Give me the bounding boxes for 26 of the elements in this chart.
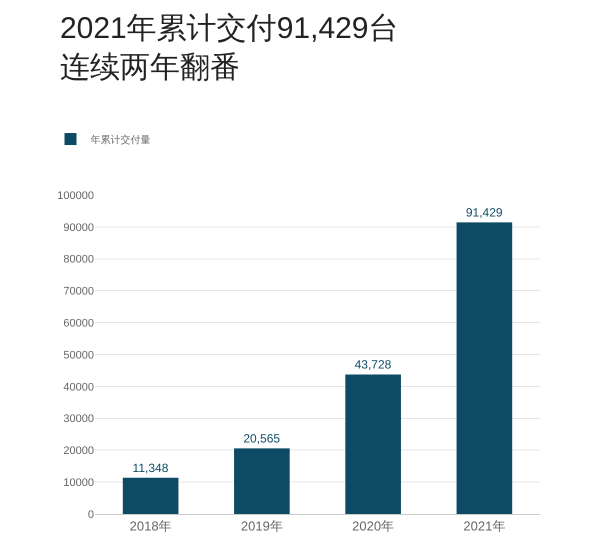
y-tick-label: 20000 xyxy=(63,445,94,458)
y-tick-label: 60000 xyxy=(63,317,94,330)
text: 91,429 xyxy=(466,205,503,220)
y-tick-label: 10000 xyxy=(63,476,94,489)
x-tick-label: 2020年 xyxy=(352,518,394,534)
y-tick-label: 40000 xyxy=(63,381,94,394)
x-tick-label: 2021年 xyxy=(463,518,506,534)
bar xyxy=(122,478,178,514)
chart-subtitle: 连续两年翻番 xyxy=(60,51,240,84)
text: 11,348 xyxy=(132,460,168,475)
y-tick-label: 0 xyxy=(88,508,94,521)
text: 43,728 xyxy=(354,358,392,372)
y-tick-label: 90000 xyxy=(63,222,94,234)
legend-label: 年累计交付量 xyxy=(90,134,150,146)
y-tick-label: 70000 xyxy=(63,286,94,298)
x-tick-label: 2019年 xyxy=(240,518,283,534)
y-tick-label: 100000 xyxy=(57,190,94,202)
bar xyxy=(234,448,290,514)
bar xyxy=(456,222,512,514)
text: 20,565 xyxy=(243,431,280,446)
y-tick-label: 80000 xyxy=(63,254,94,266)
y-tick-label: 50000 xyxy=(63,349,94,362)
chart-title: 2021年累计交付91,429台 xyxy=(60,12,398,46)
y-tick-label: 30000 xyxy=(63,413,94,426)
x-tick-label: 2018年 xyxy=(130,518,172,534)
bar xyxy=(345,374,401,514)
